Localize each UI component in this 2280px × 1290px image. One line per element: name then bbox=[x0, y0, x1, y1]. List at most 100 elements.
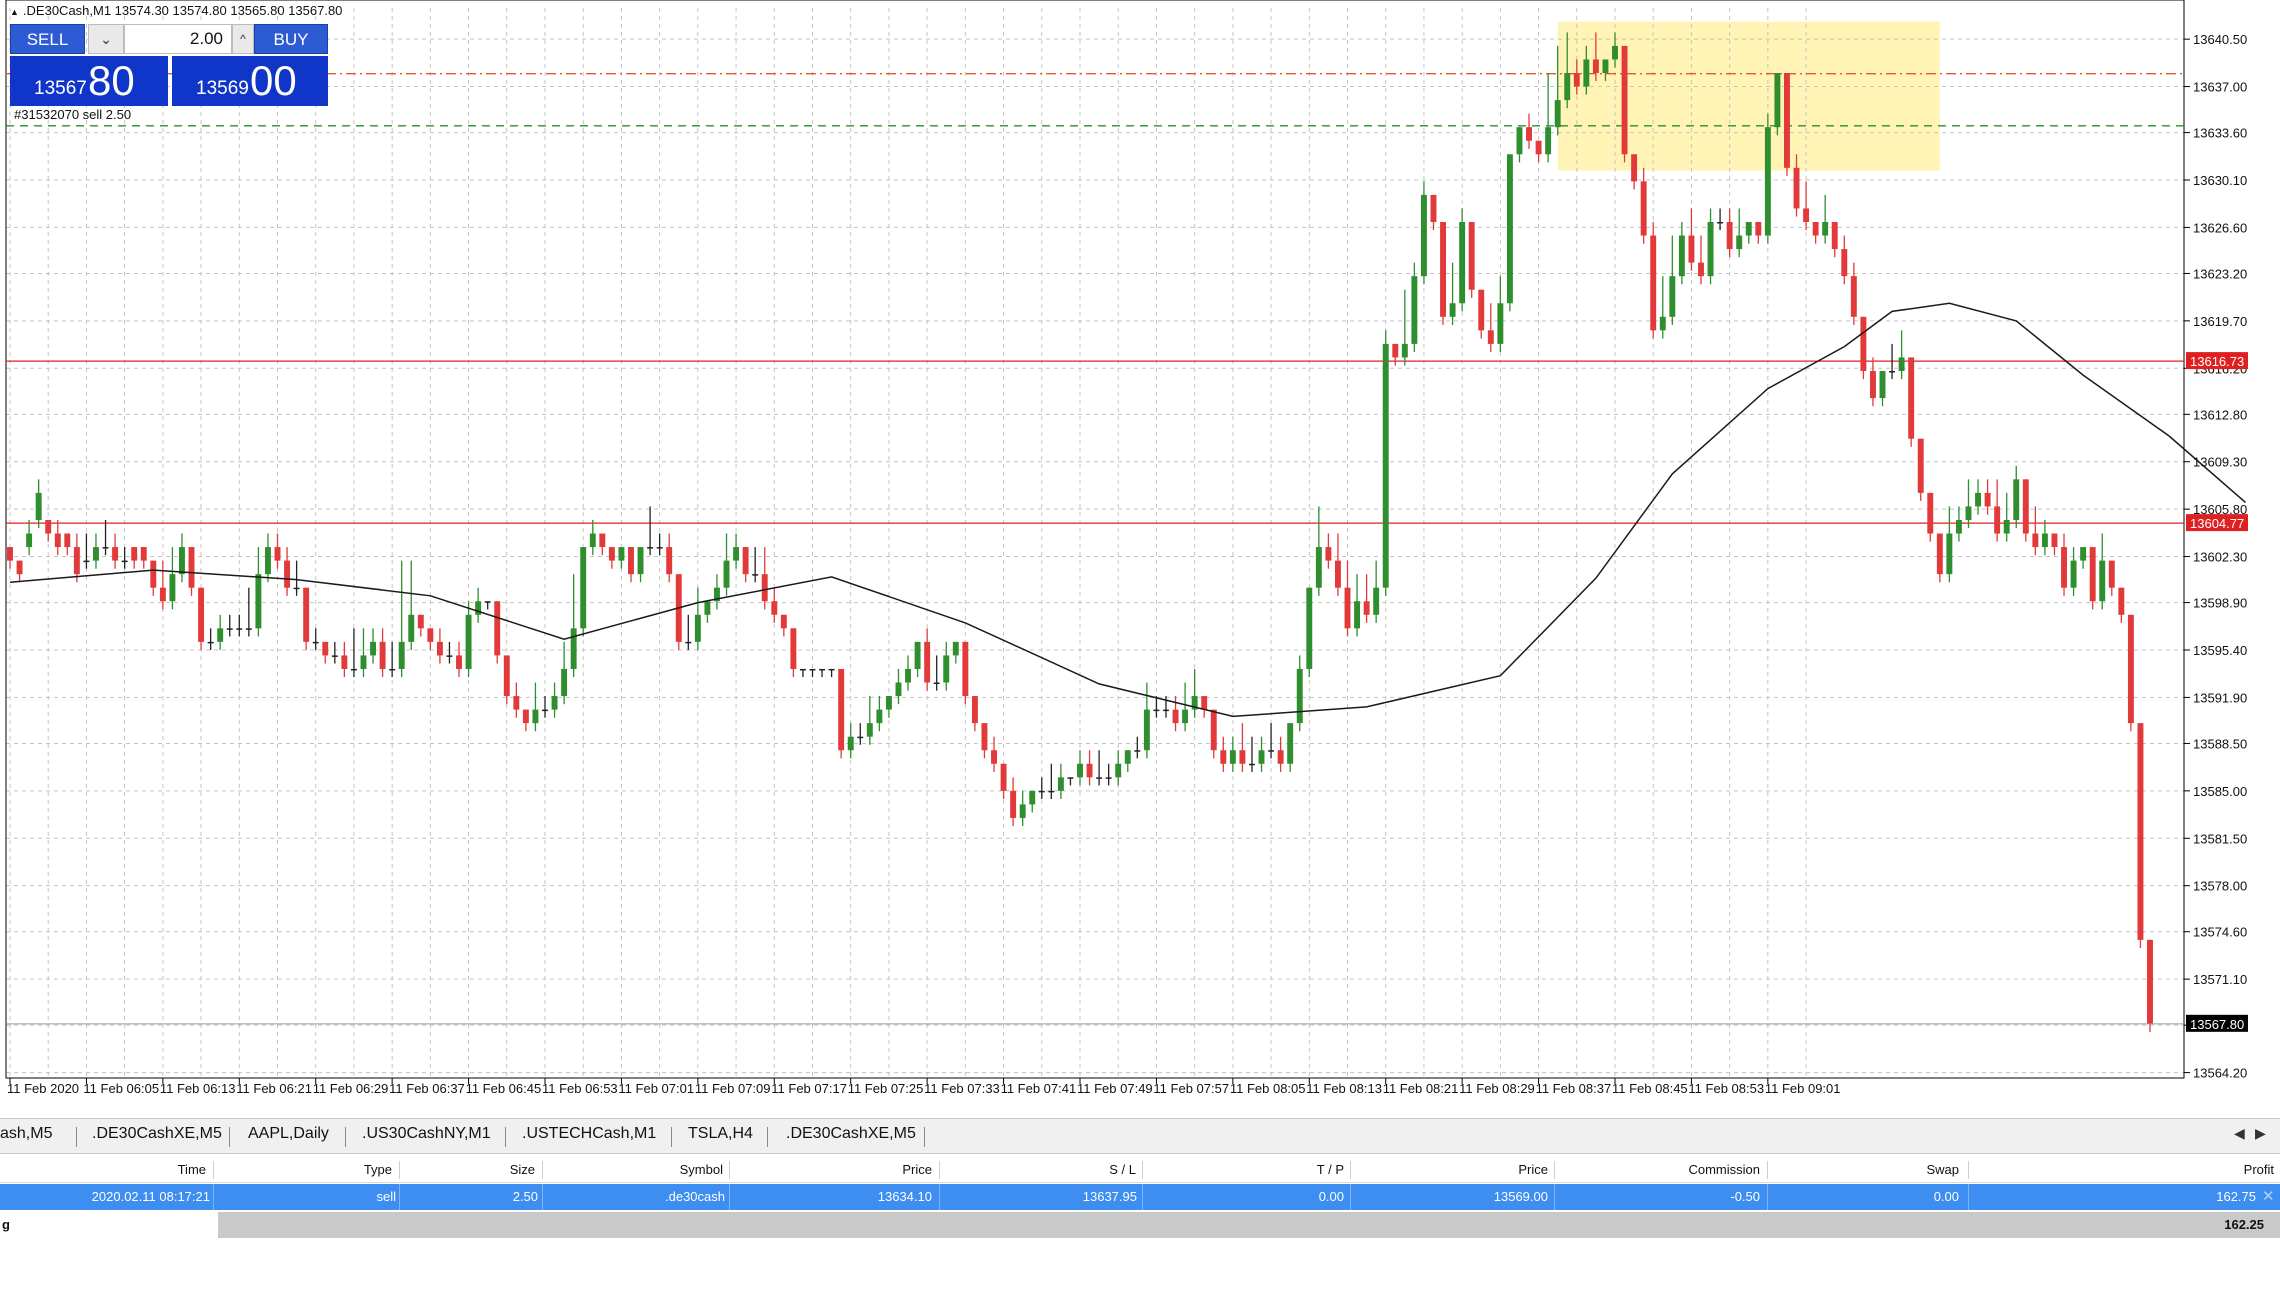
candle-body bbox=[370, 641, 376, 656]
price-tick-label: 13598.90 bbox=[2193, 596, 2247, 611]
candle-body bbox=[1612, 45, 1618, 60]
lot-increase-button[interactable]: ^ bbox=[232, 24, 254, 54]
totals-label: g bbox=[2, 1217, 10, 1232]
totals-right-cell: 162.25 bbox=[218, 1212, 2280, 1238]
candle-body bbox=[1516, 127, 1523, 155]
position-tp[interactable]: 0.00 bbox=[1318, 1189, 1344, 1204]
col-header-time[interactable]: Time bbox=[177, 1162, 206, 1177]
candle-body bbox=[914, 641, 921, 669]
candle-body bbox=[771, 601, 778, 615]
candle-body bbox=[733, 547, 740, 561]
candle-body bbox=[694, 614, 701, 642]
price-tick-label: 13595.40 bbox=[2193, 643, 2247, 658]
positions-header-row: Time Type Size Symbol Price S / L T / P … bbox=[0, 1158, 2280, 1183]
candle-body bbox=[465, 614, 472, 669]
header-separator bbox=[1767, 1161, 1768, 1179]
position-profit: 162.75 bbox=[2216, 1189, 2256, 1204]
tabs-scroll-right-icon[interactable]: ▶ bbox=[2255, 1125, 2266, 1141]
tab-aapl-daily[interactable]: AAPL,Daily bbox=[248, 1125, 329, 1142]
col-header-symbol[interactable]: Symbol bbox=[679, 1162, 723, 1177]
candle-body bbox=[1994, 506, 2001, 534]
tab-de30cashxe-m5[interactable]: .DE30CashXE,M5 bbox=[92, 1125, 222, 1142]
tabs-scroll-left-icon[interactable]: ◀ bbox=[2234, 1125, 2245, 1141]
col-header-swap[interactable]: Swap bbox=[1926, 1162, 1959, 1177]
col-header-size[interactable]: Size bbox=[509, 1162, 535, 1177]
price-chart[interactable]: 13640.50 13637.00 13633.60 13630.10 13626.60… bbox=[0, 0, 2280, 1118]
buy-button[interactable]: BUY bbox=[254, 24, 328, 54]
time-tick-label: 11 Feb 06:13 bbox=[160, 1081, 236, 1096]
time-tick-label: 11 Feb 07:49 bbox=[1077, 1081, 1153, 1096]
collapse-triangle-icon[interactable]: ▲ bbox=[10, 7, 19, 17]
candle-body bbox=[2137, 723, 2144, 940]
candle-body bbox=[398, 641, 405, 669]
price-tick-label: 13609.30 bbox=[2193, 455, 2247, 470]
candle-body bbox=[1220, 750, 1227, 764]
open-order-label[interactable]: #31532070 sell 2.50 bbox=[14, 107, 132, 122]
candle-body bbox=[312, 641, 319, 644]
candle-body bbox=[819, 668, 826, 671]
col-header-price[interactable]: Price bbox=[902, 1162, 932, 1177]
candle-body bbox=[780, 614, 787, 629]
candle-body bbox=[1917, 438, 1924, 493]
position-current-price: 13569.00 bbox=[1493, 1189, 1548, 1204]
candle-body bbox=[1850, 276, 1857, 317]
candle-body bbox=[1334, 560, 1341, 588]
candle-body bbox=[1201, 696, 1208, 710]
chart-canvas[interactable]: 13640.50 13637.00 13633.60 13630.10 13626.60… bbox=[0, 0, 2280, 1118]
candle-body bbox=[2127, 614, 2134, 724]
col-header-type[interactable]: Type bbox=[363, 1162, 392, 1177]
position-swap: 0.00 bbox=[1933, 1189, 1959, 1204]
candle-body bbox=[1936, 533, 1943, 575]
candle-body bbox=[198, 587, 205, 642]
candle-body bbox=[704, 601, 711, 615]
candle-body bbox=[1363, 601, 1370, 615]
candle-body bbox=[427, 628, 434, 642]
candle-body bbox=[1258, 750, 1265, 764]
col-header-profit[interactable]: Profit bbox=[2243, 1162, 2274, 1177]
tab-us30cashny-m1[interactable]: .US30CashNY,M1 bbox=[362, 1125, 491, 1142]
candle-body bbox=[217, 628, 224, 642]
candle-body bbox=[26, 533, 33, 548]
chevron-up-icon: ^ bbox=[240, 32, 246, 46]
tab-de30cash-m5[interactable]: ash,M5 bbox=[0, 1125, 53, 1142]
sell-price-box[interactable]: 13567 80 bbox=[10, 56, 168, 106]
close-position-icon[interactable]: ✕ bbox=[2262, 1188, 2275, 1205]
row-separator bbox=[1968, 1184, 1969, 1210]
time-tick-label: 11 Feb 07:01 bbox=[618, 1081, 694, 1096]
candle-body bbox=[436, 641, 443, 656]
candle-body bbox=[73, 547, 80, 575]
sell-button[interactable]: SELL bbox=[10, 24, 85, 54]
candle-body bbox=[2147, 939, 2153, 1024]
plot-border bbox=[5, 0, 2185, 1079]
lot-size-input[interactable]: 2.00 bbox=[124, 24, 232, 54]
candle-body bbox=[1506, 154, 1513, 304]
candle-body bbox=[121, 560, 128, 563]
position-sl[interactable]: 13637.95 bbox=[1082, 1189, 1137, 1204]
price-tick-label: 13591.90 bbox=[2193, 690, 2247, 705]
col-header-tp[interactable]: T / P bbox=[1316, 1162, 1344, 1177]
tab-separator bbox=[505, 1127, 506, 1147]
candle-body bbox=[2108, 560, 2115, 588]
candle-body bbox=[1984, 492, 1991, 507]
candle-body bbox=[1449, 303, 1456, 317]
level-price-tag bbox=[2186, 352, 2248, 370]
tab-de30cashxe-m5-2[interactable]: .DE30CashXE,M5 bbox=[786, 1125, 916, 1142]
col-header-commission[interactable]: Commission bbox=[1688, 1162, 1760, 1177]
tab-ustechcash-m1[interactable]: .USTECHCash,M1 bbox=[522, 1125, 657, 1142]
position-row[interactable]: 2020.02.11 08:17:21 sell 2.50 .de30cash … bbox=[0, 1184, 2280, 1210]
buy-price-box[interactable]: 13569 00 bbox=[172, 56, 328, 106]
price-tick-label: 13605.80 bbox=[2193, 502, 2247, 517]
price-tick-label: 13578.00 bbox=[2193, 879, 2247, 894]
candle-body bbox=[905, 668, 911, 683]
tab-tsla-h4[interactable]: TSLA,H4 bbox=[688, 1125, 753, 1142]
col-header-sl[interactable]: S / L bbox=[1109, 1162, 1136, 1177]
candle-body bbox=[1019, 804, 1026, 818]
buy-price-main: 13569 bbox=[196, 78, 249, 99]
candle-body bbox=[1067, 777, 1074, 779]
row-separator bbox=[213, 1184, 214, 1210]
lot-decrease-button[interactable]: ⌄ bbox=[88, 24, 124, 54]
candle-body bbox=[1268, 750, 1275, 752]
candle-body bbox=[809, 668, 816, 671]
col-header-current-price[interactable]: Price bbox=[1518, 1162, 1548, 1177]
time-tick-label: 11 Feb 08:05 bbox=[1230, 1081, 1306, 1096]
